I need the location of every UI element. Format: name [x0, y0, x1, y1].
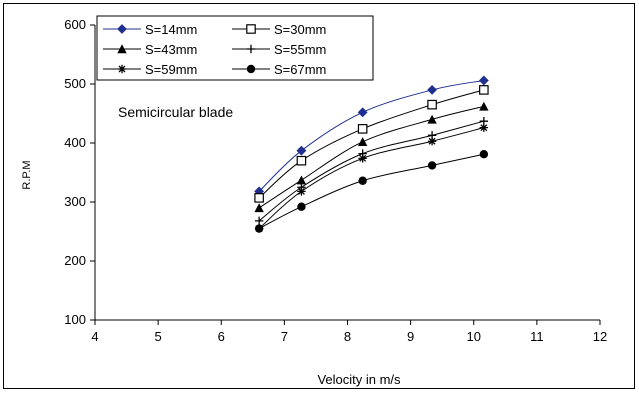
legend-item: S=59mm: [103, 62, 197, 77]
legend-marker: [117, 44, 127, 54]
data-point: [479, 123, 489, 132]
data-point: [296, 155, 307, 166]
legend-marker: [246, 24, 256, 34]
legend-item: S=67mm: [232, 62, 326, 77]
series-layer: [254, 75, 489, 233]
legend-marker: [246, 64, 256, 74]
x-tick-label: 5: [155, 329, 162, 344]
data-point: [357, 137, 368, 147]
y-tick-label: 400: [64, 135, 86, 150]
series-6: [254, 150, 489, 233]
data-point: [479, 101, 489, 111]
legend-label: S=55mm: [274, 42, 326, 57]
data-point: [254, 193, 264, 203]
legend-item: S=14mm: [103, 22, 197, 37]
axes: 100 200 300 400 500 600 4 5 6 7 8 9 10 11 12: [64, 17, 607, 344]
data-point: [254, 203, 264, 213]
series-5: [254, 123, 489, 233]
data-point: [358, 154, 367, 163]
legend-marker: [117, 64, 127, 74]
chart-frame: [3, 3, 635, 389]
legend-marker: [246, 44, 256, 54]
x-tick-label: 10: [467, 329, 481, 344]
data-point: [297, 202, 306, 211]
legend-item: S=55mm: [232, 42, 326, 57]
data-point: [254, 224, 264, 233]
series-2: [254, 85, 489, 203]
legend-marker: [117, 24, 127, 34]
chart-annotation: Semicircular blade: [118, 104, 233, 120]
x-tick-label: 11: [530, 329, 544, 344]
data-point: [296, 175, 307, 185]
legend-item: S=30mm: [232, 22, 326, 37]
series-4: [254, 116, 489, 226]
legend-item: S=43mm: [103, 42, 197, 57]
data-point: [427, 137, 437, 146]
y-tick-label: 100: [64, 312, 86, 327]
x-tick-label: 8: [344, 329, 351, 344]
y-tick-label: 200: [64, 253, 86, 268]
x-tick-label: 9: [407, 329, 414, 344]
y-tick-label: 600: [64, 17, 86, 32]
data-point: [427, 84, 437, 95]
data-point: [479, 150, 489, 159]
series-1: [254, 75, 489, 197]
legend-label: S=14mm: [145, 22, 197, 37]
series-3: [254, 101, 489, 213]
data-point: [357, 124, 368, 134]
data-point: [296, 145, 307, 156]
x-tick-label: 6: [218, 329, 225, 344]
series-line: [258, 89, 484, 199]
legend-label: S=67mm: [274, 62, 326, 77]
x-tick-label: 4: [91, 329, 98, 344]
legend-label: S=30mm: [274, 22, 326, 37]
data-point: [427, 161, 437, 170]
data-point: [478, 75, 489, 86]
y-axis-title: R.P.M: [21, 160, 33, 189]
x-axis-title: Velocity in m/s: [317, 372, 401, 387]
data-point: [358, 176, 367, 185]
legend-box: [96, 15, 374, 81]
x-tick-label: 7: [281, 329, 288, 344]
data-point: [427, 114, 437, 124]
data-point: [357, 107, 368, 118]
series-line: [258, 153, 484, 229]
x-tick-label: 12: [593, 329, 607, 344]
data-point: [254, 216, 264, 226]
legend-label: S=59mm: [145, 62, 197, 77]
data-point: [427, 99, 437, 110]
series-line: [258, 79, 484, 192]
y-tick-label: 300: [64, 194, 86, 209]
data-point: [479, 85, 489, 95]
y-tick-label: 500: [64, 76, 86, 91]
legend-label: S=43mm: [145, 42, 197, 57]
legend: S=14mm S=30mm S=43mm S=55mm S=59mm S=67mm: [96, 15, 374, 81]
data-point: [297, 187, 306, 196]
